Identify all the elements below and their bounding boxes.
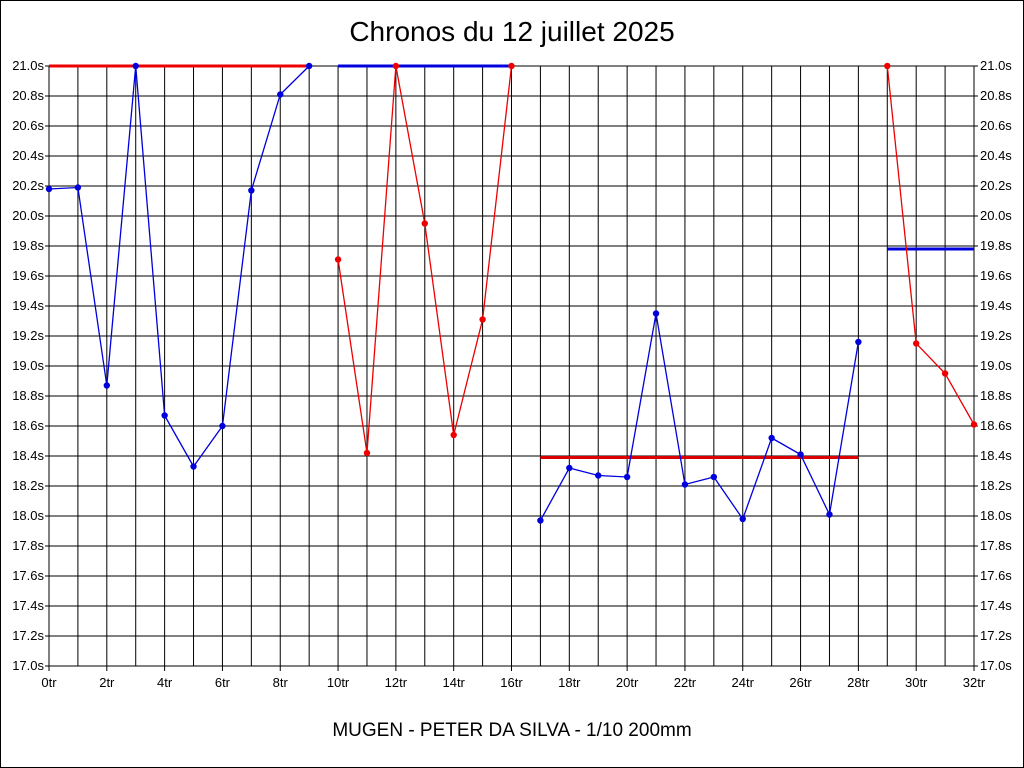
y-tick-label-right: 20.6s — [980, 118, 1012, 133]
y-tick-label-left: 17.6s — [12, 568, 44, 583]
y-tick-label-left: 20.6s — [12, 118, 44, 133]
y-tick-label-left: 20.8s — [12, 88, 44, 103]
data-point — [479, 316, 486, 323]
data-point — [595, 472, 602, 479]
y-tick-label-left: 19.0s — [12, 358, 44, 373]
y-tick-label-right: 18.6s — [980, 418, 1012, 433]
data-point — [739, 515, 746, 523]
data-point — [941, 370, 949, 377]
x-tick-label: 14tr — [442, 675, 465, 690]
chart-title: Chronos du 12 juillet 2025 — [349, 16, 675, 47]
x-tick-label: 2tr — [99, 675, 115, 690]
data-point — [681, 481, 689, 488]
data-point — [45, 185, 53, 193]
y-tick-label-right: 20.8s — [980, 88, 1012, 103]
data-point — [537, 517, 544, 524]
data-point — [450, 431, 457, 439]
x-tick-label: 26tr — [789, 675, 812, 690]
x-tick-label: 18tr — [558, 675, 581, 690]
data-point — [219, 422, 226, 430]
y-tick-label-left: 17.8s — [12, 538, 44, 553]
series-line — [539, 313, 860, 521]
y-tick-label-right: 17.0s — [980, 658, 1012, 673]
y-tick-label-left: 19.8s — [12, 238, 44, 253]
data-point — [912, 340, 920, 347]
data-point — [855, 338, 862, 346]
y-tick-label-left: 20.2s — [12, 178, 44, 193]
y-tick-label-left: 20.0s — [12, 208, 44, 223]
x-tick-label: 28tr — [847, 675, 870, 690]
data-point — [392, 62, 400, 70]
x-tick-label: 30tr — [905, 675, 928, 690]
data-point — [305, 62, 313, 70]
data-point — [277, 91, 284, 98]
x-tick-label: 10tr — [327, 675, 350, 690]
data-point — [190, 463, 197, 470]
y-tick-label-right: 20.0s — [980, 208, 1012, 223]
y-tick-label-left: 18.6s — [12, 418, 44, 433]
data-point — [652, 310, 660, 317]
y-tick-label-right: 19.6s — [980, 268, 1012, 283]
y-tick-label-right: 17.6s — [980, 568, 1012, 583]
data-point — [710, 473, 718, 481]
data-point — [768, 434, 775, 442]
x-tick-label: 16tr — [500, 675, 523, 690]
y-tick-label-right: 19.8s — [980, 238, 1012, 253]
data-point — [508, 62, 515, 70]
data-point — [132, 62, 139, 70]
x-tick-label: 0tr — [41, 675, 57, 690]
y-tick-label-left: 19.4s — [12, 298, 44, 313]
data-point — [970, 421, 978, 428]
data-point — [566, 464, 573, 472]
data-point — [103, 382, 111, 389]
data-point — [248, 187, 255, 194]
data-point — [884, 62, 891, 70]
data-point — [334, 256, 342, 263]
data-point — [623, 473, 631, 481]
chart-subtitle: MUGEN - PETER DA SILVA - 1/10 200mm — [332, 720, 692, 741]
y-tick-label-left: 18.2s — [12, 478, 44, 493]
y-tick-label-left: 21.0s — [12, 58, 44, 73]
y-tick-label-right: 18.4s — [980, 448, 1012, 463]
y-tick-label-left: 19.6s — [12, 268, 44, 283]
y-tick-label-right: 17.4s — [980, 598, 1012, 613]
data-point — [421, 220, 428, 227]
data-point — [797, 451, 804, 458]
y-tick-label-right: 20.4s — [980, 148, 1012, 163]
y-tick-label-left: 19.2s — [12, 328, 44, 343]
y-tick-label-right: 21.0s — [980, 58, 1012, 73]
y-tick-label-right: 19.4s — [980, 298, 1012, 313]
x-tick-label: 22tr — [674, 675, 697, 690]
y-tick-label-left: 18.0s — [12, 508, 44, 523]
x-tick-label: 24tr — [732, 675, 755, 690]
data-point — [74, 184, 82, 191]
series-line — [48, 65, 310, 468]
data-point — [363, 449, 371, 457]
y-tick-label-right: 18.0s — [980, 508, 1012, 523]
x-tick-label: 4tr — [157, 675, 173, 690]
x-tick-label: 32tr — [963, 675, 986, 690]
x-tick-label: 8tr — [273, 675, 289, 690]
x-tick-label: 20tr — [616, 675, 639, 690]
y-tick-label-right: 18.8s — [980, 388, 1012, 403]
y-tick-label-left: 18.8s — [12, 388, 44, 403]
y-tick-label-left: 17.0s — [12, 658, 44, 673]
y-tick-label-left: 20.4s — [12, 148, 44, 163]
y-tick-label-right: 17.8s — [980, 538, 1012, 553]
x-tick-label: 6tr — [215, 675, 231, 690]
y-tick-label-right: 19.2s — [980, 328, 1012, 343]
y-tick-label-right: 18.2s — [980, 478, 1012, 493]
data-point — [161, 412, 168, 419]
x-tick-label: 12tr — [385, 675, 408, 690]
y-tick-label-left: 18.4s — [12, 448, 44, 463]
y-tick-label-right: 19.0s — [980, 358, 1012, 373]
y-tick-label-right: 20.2s — [980, 178, 1012, 193]
series-line — [886, 65, 975, 425]
y-tick-label-right: 17.2s — [980, 628, 1012, 643]
y-tick-label-left: 17.2s — [12, 628, 44, 643]
data-point — [826, 511, 833, 518]
y-tick-label-left: 17.4s — [12, 598, 44, 613]
